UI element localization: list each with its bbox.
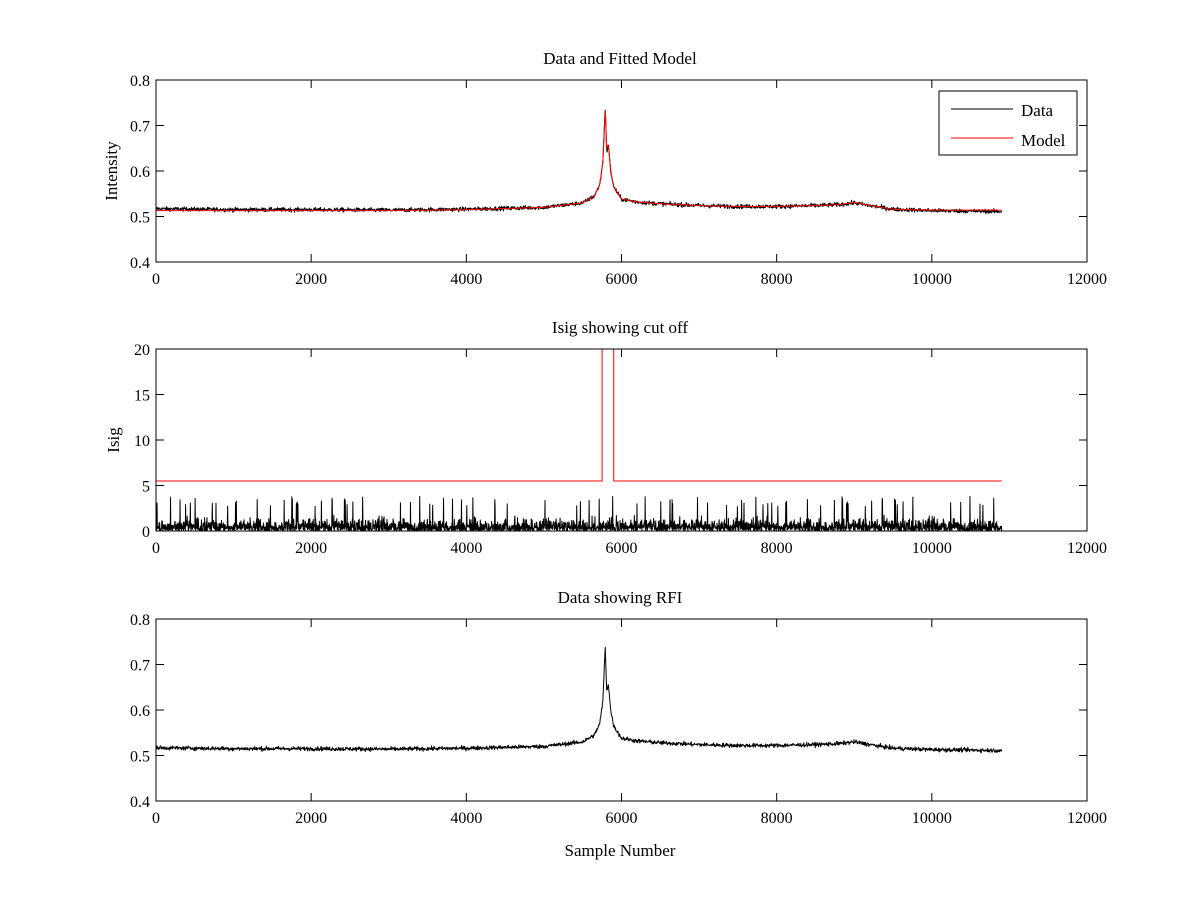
x-tick-label: 10000 — [912, 271, 952, 288]
x-tick-label: 2000 — [295, 271, 327, 288]
y-tick-label: 5 — [142, 479, 150, 496]
chart-title: Data showing RFI — [558, 588, 683, 607]
x-tick-label: 6000 — [606, 810, 638, 827]
x-tick-label: 6000 — [606, 540, 638, 557]
y-tick-label: 0.7 — [130, 119, 150, 136]
x-tick-label: 4000 — [450, 271, 482, 288]
y-tick-label: 0.5 — [130, 210, 150, 227]
x-axis-title: Sample Number — [565, 841, 676, 860]
y-tick-label: 0.6 — [130, 703, 150, 720]
plot-series — [155, 109, 1003, 215]
x-tick-label: 12000 — [1067, 271, 1107, 288]
x-tick-label: 12000 — [1067, 810, 1107, 827]
subplot-isig-showing-cut-off: 0 2000 4000 6000 8000 10000 12000 0 5 10 15 20 Isig… — [104, 318, 1107, 557]
y-tick-label: 0.4 — [130, 255, 150, 272]
x-tick-label: 0 — [152, 810, 160, 827]
plot-ticks: 0 2000 4000 6000 8000 10000 12000 0.4 0.5 0.6 0.7 0… — [130, 73, 1107, 288]
x-tick-label: 10000 — [912, 810, 952, 827]
x-tick-label: 8000 — [761, 540, 793, 557]
chart-title: Isig showing cut off — [552, 318, 688, 337]
legend-label-model: Model — [1021, 131, 1066, 150]
series-line-isig — [155, 496, 1003, 532]
y-tick-label: 0 — [142, 524, 150, 541]
legend-label-data: Data — [1021, 101, 1054, 120]
y-axis-title: Isig — [104, 427, 123, 453]
x-tick-label: 0 — [152, 540, 160, 557]
series-line-model — [156, 110, 1002, 212]
y-tick-label: 10 — [134, 433, 150, 450]
y-axis-title: Intensity — [102, 141, 121, 201]
legend-box — [938, 90, 1078, 156]
x-tick-label: 8000 — [761, 810, 793, 827]
series-line-data — [155, 646, 1003, 754]
x-tick-label: 10000 — [912, 540, 952, 557]
x-tick-label: 2000 — [295, 540, 327, 557]
plot-ticks: 0 2000 4000 6000 8000 10000 12000 0 5 10 15 20 — [134, 342, 1107, 557]
y-tick-label: 0.8 — [130, 73, 150, 90]
legend: Data Model — [938, 90, 1078, 156]
x-tick-label: 12000 — [1067, 540, 1107, 557]
y-tick-label: 0.7 — [130, 658, 150, 675]
chart-title: Data and Fitted Model — [543, 49, 697, 68]
y-tick-label: 0.5 — [130, 749, 150, 766]
x-tick-label: 8000 — [761, 271, 793, 288]
plot-ticks: 0 2000 4000 6000 8000 10000 12000 0.4 0.5 0.6 0.7 0… — [130, 612, 1107, 827]
x-tick-label: 4000 — [450, 540, 482, 557]
y-tick-label: 20 — [134, 342, 150, 359]
x-tick-label: 2000 — [295, 810, 327, 827]
y-tick-label: 0.6 — [130, 164, 150, 181]
y-tick-label: 0.4 — [130, 794, 150, 811]
subplot-data-showing-rfi: 0 2000 4000 6000 8000 10000 12000 0.4 0.5 0.6 0.7 0… — [130, 588, 1107, 860]
y-tick-label: 15 — [134, 388, 150, 405]
y-tick-label: 0.8 — [130, 612, 150, 629]
x-tick-label: 0 — [152, 271, 160, 288]
x-tick-label: 4000 — [450, 810, 482, 827]
plot-series — [155, 646, 1003, 754]
x-tick-label: 6000 — [606, 271, 638, 288]
subplot-data-and-fitted-model: 0 2000 4000 6000 8000 10000 12000 0.4 0.5 0.6 0.7 0… — [102, 49, 1107, 288]
